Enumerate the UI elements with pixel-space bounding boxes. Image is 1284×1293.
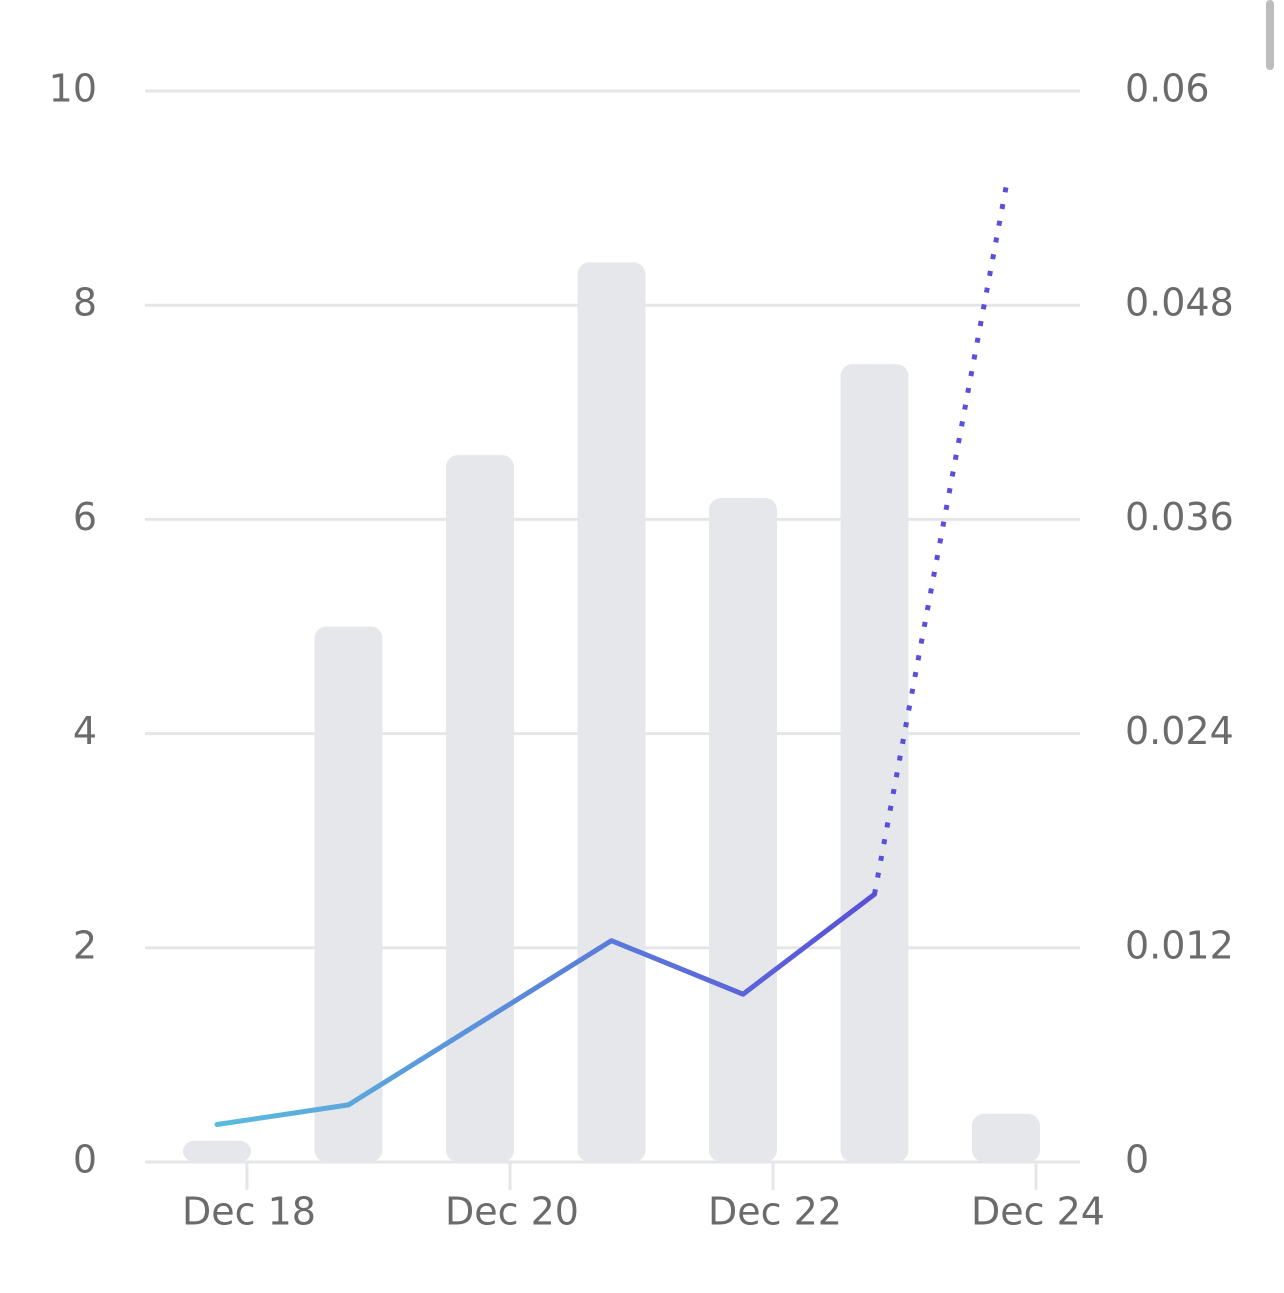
bar	[972, 1113, 1040, 1162]
y-tick-label: 10	[49, 67, 97, 111]
y2-tick-label: 0.036	[1125, 495, 1234, 539]
y-tick-label: 6	[73, 495, 97, 539]
x-tick-label: Dec 18	[182, 1190, 316, 1234]
x-tick-label: Dec 20	[445, 1190, 579, 1234]
line	[872, 186, 1009, 895]
x-tick-label: Dec 24	[971, 1190, 1105, 1234]
y2-tick-label: 0	[1125, 1138, 1149, 1182]
bar	[314, 626, 383, 1162]
line	[214, 891, 877, 1128]
bar	[183, 1140, 251, 1162]
y2-tick-label: 0.048	[1125, 281, 1234, 325]
y2-tick-label: 0.012	[1125, 923, 1234, 967]
y-tick-label: 8	[73, 281, 97, 325]
y-tick-label: 2	[73, 923, 97, 967]
scrollbar	[1266, 0, 1274, 70]
bar	[446, 455, 514, 1162]
y2-tick-label: 0.06	[1125, 67, 1210, 111]
bar	[577, 262, 646, 1162]
bar	[840, 364, 909, 1163]
x-tick-label: Dec 22	[708, 1190, 842, 1234]
y2-tick-label: 0.024	[1125, 709, 1234, 753]
y-tick-label: 0	[73, 1138, 97, 1182]
y-tick-label: 4	[73, 709, 97, 753]
bar	[709, 497, 777, 1163]
